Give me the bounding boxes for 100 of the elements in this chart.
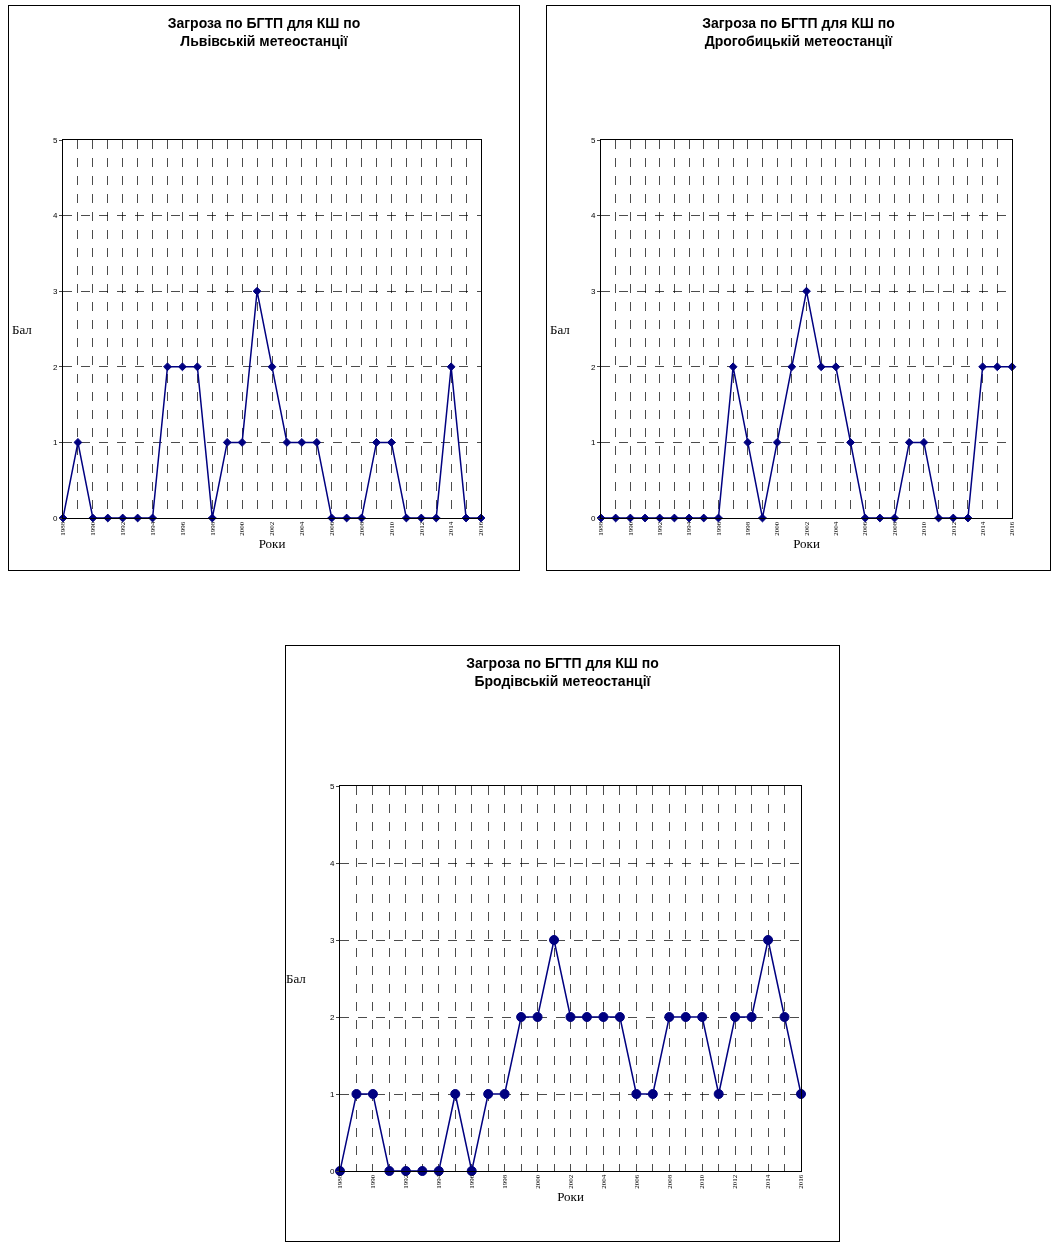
y-tick-label: 1 — [52, 438, 58, 448]
point — [342, 513, 352, 523]
point — [625, 513, 635, 523]
point — [357, 513, 366, 523]
point — [431, 513, 441, 523]
y-tick-label: 3 — [329, 935, 335, 945]
point — [890, 513, 899, 523]
point — [860, 513, 870, 523]
chart-title: Загроза по БГТП для КШ по Дрогобицькій метеостанції — [702, 15, 895, 50]
point — [779, 1012, 790, 1022]
y-tick-label: 2 — [590, 362, 596, 372]
point — [614, 1012, 625, 1022]
point — [714, 513, 723, 523]
y-tick-label: 4 — [590, 211, 596, 221]
point — [384, 1166, 395, 1176]
point — [647, 1089, 658, 1099]
point — [483, 1089, 494, 1099]
point — [148, 513, 157, 523]
point — [772, 438, 782, 447]
point — [802, 286, 811, 296]
y-tick-label: 1 — [329, 1089, 335, 1099]
y-tick-label: 3 — [52, 287, 58, 296]
point — [978, 362, 988, 372]
point — [934, 513, 944, 523]
point — [787, 362, 797, 372]
point — [1007, 362, 1017, 372]
point — [450, 1089, 461, 1099]
point — [163, 362, 172, 372]
point — [846, 438, 855, 447]
point — [367, 1089, 378, 1099]
x-axis-title: Роки — [258, 536, 286, 552]
point — [763, 935, 774, 945]
point — [549, 935, 560, 945]
point — [611, 513, 621, 523]
y-axis-title: Бал — [12, 322, 33, 337]
point — [499, 1089, 510, 1099]
point — [831, 362, 841, 372]
chart-title: Загроза по БГТП для КШ по Бродівській метеостанції — [466, 655, 659, 690]
y-tick-label: 2 — [329, 1012, 335, 1022]
point — [516, 1012, 527, 1022]
point — [758, 513, 767, 523]
y-tick-label: 0 — [590, 513, 596, 523]
point — [73, 438, 83, 447]
point — [222, 438, 232, 447]
point — [816, 362, 826, 372]
point — [948, 513, 958, 523]
point — [743, 438, 753, 447]
point — [372, 438, 381, 447]
y-tick-label: 3 — [590, 287, 596, 296]
chart-title: Загроза по БГТП для КШ по Львівській метеостанції — [167, 15, 361, 50]
point — [697, 1012, 708, 1022]
y-axis-title: Бал — [286, 971, 307, 986]
point — [713, 1089, 724, 1099]
point — [598, 1012, 609, 1022]
point — [655, 513, 665, 523]
point — [904, 438, 914, 447]
y-tick-label: 4 — [329, 858, 335, 868]
point — [237, 438, 247, 447]
point — [401, 513, 411, 523]
point — [312, 438, 322, 447]
point — [581, 1012, 592, 1022]
y-tick-label: 1 — [590, 438, 596, 448]
point — [730, 1012, 741, 1022]
point — [207, 513, 217, 523]
point — [178, 362, 187, 372]
point — [796, 1089, 806, 1099]
x-axis-title: Роки — [557, 1189, 584, 1205]
y-tick-label: 5 — [329, 781, 335, 791]
point — [746, 1012, 757, 1022]
point — [532, 1012, 543, 1022]
point — [565, 1012, 576, 1022]
point — [327, 513, 337, 523]
point — [192, 362, 202, 372]
point — [282, 438, 292, 447]
y-axis-title: Бал — [550, 322, 571, 337]
point — [417, 1166, 428, 1176]
point — [103, 513, 113, 523]
point — [387, 438, 396, 447]
point — [992, 362, 1002, 372]
point — [699, 513, 709, 523]
y-tick-label: 5 — [590, 135, 596, 145]
x-axis-title: Роки — [793, 536, 820, 552]
y-tick-label: 0 — [329, 1166, 335, 1176]
point — [351, 1089, 362, 1099]
point — [416, 513, 426, 523]
y-tick-label: 0 — [52, 513, 58, 523]
point — [680, 1012, 691, 1022]
y-tick-label: 4 — [52, 211, 58, 221]
point — [118, 513, 128, 523]
y-tick-label: 2 — [52, 362, 58, 372]
point — [631, 1089, 642, 1099]
point — [400, 1166, 411, 1176]
point — [297, 438, 307, 447]
point — [664, 1012, 675, 1022]
point — [919, 438, 929, 447]
point — [133, 513, 143, 523]
point — [669, 513, 679, 523]
point — [267, 362, 277, 372]
y-tick-label: 5 — [52, 135, 58, 145]
point — [252, 286, 262, 296]
